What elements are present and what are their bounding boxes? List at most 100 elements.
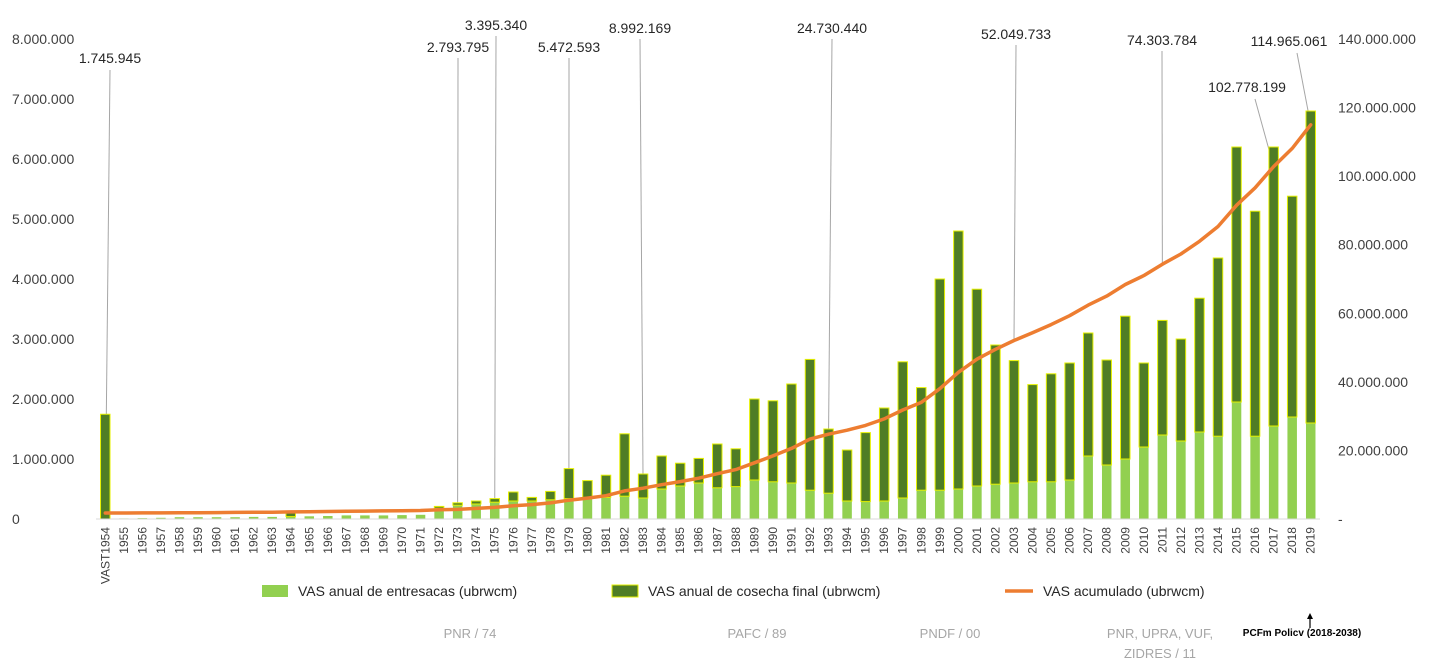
bar-cosecha-final <box>619 433 630 497</box>
bar-cosecha-final <box>860 432 871 503</box>
bar-cosecha-final <box>749 398 760 481</box>
y-right-tick-label: 20.000.000 <box>1338 442 1408 458</box>
bar-entresacas <box>582 497 593 519</box>
bar-cosecha-final <box>1249 210 1261 437</box>
bar-entresacas <box>656 489 667 519</box>
x-tick-label: 1983 <box>636 527 650 554</box>
plan-arrow-head <box>1307 613 1313 619</box>
x-tick-label: 2004 <box>1026 527 1040 554</box>
x-tick-label: 2003 <box>1007 527 1021 554</box>
callout-label: 1.745.945 <box>79 50 141 66</box>
x-tick-label: 1961 <box>228 527 242 554</box>
bar-cosecha-final <box>786 383 797 484</box>
bar-entresacas <box>619 496 630 519</box>
period-label: PNR, UPRA, VUF, <box>1107 626 1213 641</box>
y-left-tick-label: 7.000.000 <box>12 91 74 107</box>
bar-entresacas <box>786 483 797 519</box>
x-tick-label: 1992 <box>803 527 817 554</box>
callout-label: 8.992.169 <box>609 20 671 36</box>
x-tick-label: 1997 <box>896 527 910 554</box>
bar-cosecha-final <box>990 344 1001 485</box>
bar-entresacas <box>1083 456 1093 519</box>
bar-cosecha-final <box>1231 146 1242 403</box>
callout-label: 2.793.795 <box>427 39 489 55</box>
bar-cosecha-final <box>1268 146 1279 427</box>
callout-label: 5.472.593 <box>538 39 600 55</box>
callout-label: 114.965.061 <box>1251 33 1328 49</box>
bar-entresacas <box>675 486 685 519</box>
bar-cosecha-final <box>470 500 482 505</box>
x-tick-label: 1985 <box>673 527 687 554</box>
x-tick-label: 1982 <box>618 527 632 554</box>
x-tick-label: 1964 <box>284 527 298 554</box>
callout-label: 24.730.440 <box>797 20 867 36</box>
bar-cosecha-final <box>953 230 964 490</box>
x-tick-label: 2005 <box>1044 527 1058 554</box>
bar-entresacas <box>860 501 871 519</box>
y-left-tick-label: 1.000.000 <box>12 451 74 467</box>
x-tick-label: 1980 <box>580 527 594 554</box>
bar-entresacas <box>508 501 519 519</box>
period-label: PNDF / 00 <box>920 626 981 641</box>
bar-cosecha-final <box>804 358 816 491</box>
x-tick-label: 2000 <box>951 527 965 554</box>
x-tick-label: 1965 <box>302 527 316 554</box>
bar-entresacas <box>1101 465 1112 519</box>
bar-entresacas <box>601 497 611 519</box>
x-tick-label: 2010 <box>1137 527 1151 554</box>
x-tick-label: 1996 <box>877 527 891 554</box>
callout-label: 3.395.340 <box>465 17 527 33</box>
bar-entresacas <box>823 493 834 519</box>
bar-entresacas <box>953 489 964 519</box>
bar-entresacas <box>972 486 982 519</box>
bar-entresacas <box>267 516 277 519</box>
y-left-tick-label: 6.000.000 <box>12 151 74 167</box>
y-right-tick-label: 80.000.000 <box>1338 237 1408 253</box>
bar-entresacas <box>1064 480 1075 519</box>
left-axis: 0 1.000.000 2.000.000 3.000.000 4.000.000 5.0… <box>12 31 74 527</box>
bar-entresacas <box>397 515 407 519</box>
y-left-tick-label: 8.000.000 <box>12 31 74 47</box>
bar-entresacas <box>1287 417 1297 519</box>
x-tick-label: 2006 <box>1063 527 1077 554</box>
legend: VAS anual de entresacas (ubrwcm) VAS anua… <box>262 583 1205 599</box>
x-tick-label: 1962 <box>247 527 261 554</box>
bar-entresacas <box>323 516 333 519</box>
bar-cosecha-final <box>526 496 538 502</box>
bar-entresacas <box>285 516 296 519</box>
x-tick-label: 2007 <box>1081 527 1095 554</box>
x-tick-label: 1995 <box>859 527 873 554</box>
bar-cosecha-final <box>712 443 723 489</box>
x-tick-label: 2008 <box>1100 527 1114 554</box>
bar-entresacas <box>1305 423 1316 519</box>
x-tick-label: 1956 <box>135 527 149 554</box>
x-tick-label: 2015 <box>1230 527 1244 554</box>
callout-label: 52.049.733 <box>981 26 1051 42</box>
bar-entresacas <box>1009 483 1019 519</box>
x-tick-label: 1972 <box>432 527 446 554</box>
plan-marker: PCFm Policv (2018-2038) <box>1243 613 1361 639</box>
bar-entresacas <box>768 481 778 519</box>
bar-cosecha-final <box>841 449 853 502</box>
x-tick-label: 2018 <box>1285 527 1299 554</box>
bar-entresacas <box>879 501 889 519</box>
legend-label: VAS acumulado (ubrwcm) <box>1043 583 1205 599</box>
bar-cosecha-final <box>1175 338 1187 442</box>
x-tick-label: 2019 <box>1304 527 1318 554</box>
bar-entresacas <box>693 483 704 519</box>
bar-entresacas <box>916 490 927 519</box>
x-tick-label: 1957 <box>154 527 168 554</box>
bar-cosecha-final <box>489 498 500 503</box>
bar-cosecha-final <box>971 288 983 487</box>
x-tick-label: 2017 <box>1267 527 1281 554</box>
bar-cosecha-final <box>100 413 111 520</box>
bar-entresacas <box>1268 426 1279 519</box>
x-tick-label: 1981 <box>599 527 613 554</box>
x-tick-label: 1986 <box>692 527 706 554</box>
bar-entresacas <box>1176 441 1186 519</box>
bar-entresacas <box>1194 432 1205 519</box>
x-tick-label: 2002 <box>988 527 1002 554</box>
x-tick-label: 2011 <box>1155 527 1169 553</box>
x-tick-label: 1970 <box>395 527 409 554</box>
